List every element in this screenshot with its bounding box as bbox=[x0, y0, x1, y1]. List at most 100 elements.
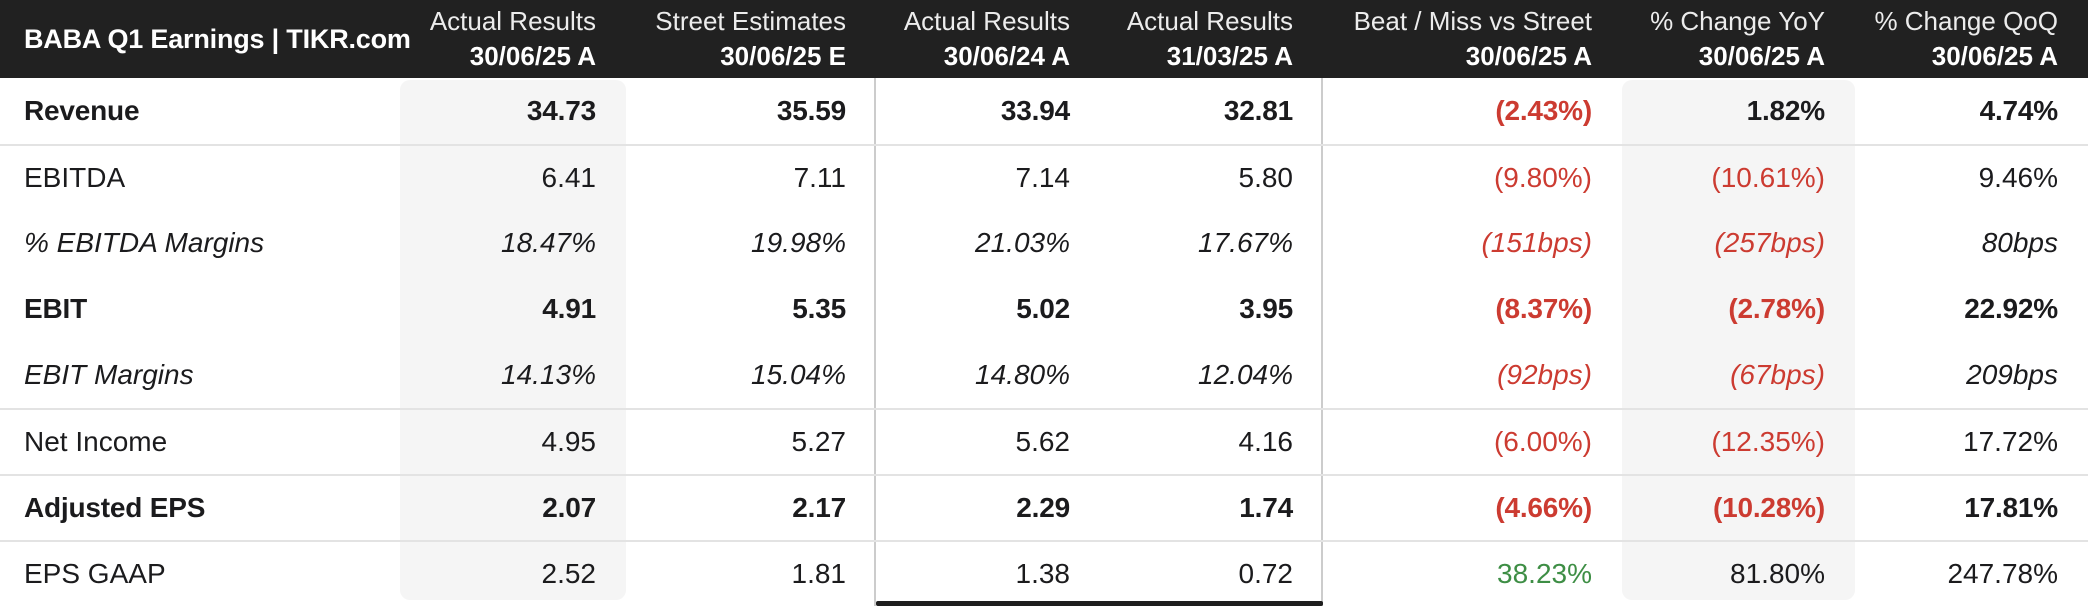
row-label: % EBITDA Margins bbox=[24, 227, 265, 258]
row-label: Adjusted EPS bbox=[24, 492, 206, 523]
header-column: Actual Results 31/03/25 A bbox=[1100, 0, 1323, 78]
value-cell: 2.17 bbox=[792, 492, 846, 523]
highlight-band-actual-results bbox=[400, 80, 626, 600]
header-column-period: 30/06/25 A bbox=[1465, 41, 1592, 71]
header-column-label: Street Estimates bbox=[655, 6, 846, 37]
header-column-label: Actual Results bbox=[1126, 6, 1293, 37]
table-rows: Revenue 34.73 35.59 33.94 32.81 (2.43%) 1.82% 4… bbox=[0, 78, 2088, 606]
value-cell: 17.81% bbox=[1964, 492, 2058, 523]
header-column: Actual Results 30/06/25 A bbox=[400, 0, 626, 78]
value-cell: 5.02 bbox=[1016, 293, 1070, 324]
value-cell: 18.47% bbox=[501, 227, 596, 258]
header-column-period: 30/06/24 A bbox=[943, 41, 1070, 71]
table-body: Revenue 34.73 35.59 33.94 32.81 (2.43%) 1.82% 4… bbox=[0, 78, 2088, 606]
value-cell: 7.14 bbox=[1015, 162, 1071, 193]
header-column: % Change QoQ 30/06/25 A bbox=[1855, 0, 2088, 78]
table-title: BABA Q1 Earnings | TIKR.com bbox=[24, 23, 411, 54]
value-cell: 4.74% bbox=[1979, 95, 2059, 126]
value-cell: 6.41 bbox=[541, 162, 597, 193]
header-column-label: % Change YoY bbox=[1650, 6, 1825, 37]
value-cell: 247.78% bbox=[1947, 558, 2058, 589]
value-cell: 3.95 bbox=[1239, 293, 1293, 324]
value-cell: 5.27 bbox=[791, 426, 847, 457]
value-cell: 14.80% bbox=[975, 359, 1070, 390]
highlight-band-change-yoy bbox=[1622, 80, 1855, 600]
value-cell: 15.04% bbox=[751, 359, 846, 390]
table-row: Revenue 34.73 35.59 33.94 32.81 (2.43%) 1.82% 4… bbox=[0, 78, 2088, 144]
value-cell: 0.72 bbox=[1238, 558, 1294, 589]
value-cell: 7.11 bbox=[793, 162, 846, 193]
value-cell: 81.80% bbox=[1730, 558, 1825, 589]
table-row: EBITDA 6.41 7.11 7.14 5.80 (9.80%) (10.61%) 9.4… bbox=[0, 144, 2088, 210]
value-cell: 4.16 bbox=[1238, 426, 1294, 457]
value-cell: 9.46% bbox=[1978, 162, 2058, 193]
value-cell: 38.23% bbox=[1497, 558, 1592, 589]
header-column: Beat / Miss vs Street 30/06/25 A bbox=[1323, 0, 1622, 78]
value-cell: (10.28%) bbox=[1712, 492, 1825, 523]
value-cell: 32.81 bbox=[1223, 95, 1293, 126]
row-label: EBIT bbox=[24, 293, 87, 324]
value-cell: 2.07 bbox=[542, 492, 596, 523]
column-divider bbox=[874, 78, 876, 606]
value-cell: 21.03% bbox=[975, 227, 1070, 258]
value-cell: (151bps) bbox=[1481, 227, 1592, 258]
value-cell: 35.59 bbox=[776, 95, 846, 126]
header-column-period: 30/06/25 A bbox=[469, 41, 596, 71]
value-cell: (9.80%) bbox=[1493, 162, 1592, 193]
value-cell: 5.62 bbox=[1015, 426, 1071, 457]
value-cell: (8.37%) bbox=[1495, 293, 1592, 324]
row-label: EPS GAAP bbox=[24, 558, 166, 589]
value-cell: (257bps) bbox=[1714, 227, 1825, 258]
value-cell: 4.91 bbox=[542, 293, 596, 324]
value-cell: (2.78%) bbox=[1728, 293, 1825, 324]
value-cell: (4.66%) bbox=[1495, 492, 1592, 523]
value-cell: 2.52 bbox=[541, 558, 597, 589]
value-cell: 1.74 bbox=[1239, 492, 1293, 523]
value-cell: 17.72% bbox=[1963, 426, 2058, 457]
header-column-label: Actual Results bbox=[903, 6, 1070, 37]
table-row: Net Income 4.95 5.27 5.62 4.16 (6.00%) (12.35%… bbox=[0, 408, 2088, 474]
header-column: Actual Results 30/06/24 A bbox=[876, 0, 1100, 78]
row-label: Net Income bbox=[24, 426, 168, 457]
value-cell: 19.98% bbox=[751, 227, 846, 258]
value-cell: 1.38 bbox=[1015, 558, 1071, 589]
value-cell: (92bps) bbox=[1497, 359, 1592, 390]
value-cell: 1.81 bbox=[791, 558, 847, 589]
table-row: EBIT 4.91 5.35 5.02 3.95 (8.37%) (2.78%) 22.92% bbox=[0, 276, 2088, 342]
value-cell: 4.95 bbox=[541, 426, 597, 457]
row-label: EBIT Margins bbox=[24, 359, 194, 390]
header-column-label: Actual Results bbox=[429, 6, 596, 37]
value-cell: 1.82% bbox=[1746, 95, 1826, 126]
value-cell: 5.80 bbox=[1238, 162, 1294, 193]
table-row: EBIT Margins 14.13% 15.04% 14.80% 12.04% (92b… bbox=[0, 342, 2088, 408]
header-column-label: % Change QoQ bbox=[1874, 6, 2058, 37]
header-column-period: 30/06/25 E bbox=[720, 41, 846, 71]
row-label: Revenue bbox=[24, 95, 140, 126]
value-cell: (2.43%) bbox=[1495, 95, 1592, 126]
value-cell: 209bps bbox=[1966, 359, 2058, 390]
value-cell: 80bps bbox=[1981, 227, 2058, 258]
value-cell: 14.13% bbox=[501, 359, 596, 390]
header-column: Street Estimates 30/06/25 E bbox=[626, 0, 876, 78]
header-column-period: 30/06/25 A bbox=[1698, 41, 1825, 71]
header-column: % Change YoY 30/06/25 A bbox=[1622, 0, 1855, 78]
value-cell: 2.29 bbox=[1016, 492, 1070, 523]
horizontal-scrollbar-thumb[interactable] bbox=[876, 601, 1323, 606]
column-divider bbox=[1321, 78, 1323, 606]
header-columns: Actual Results 30/06/25 A Street Estimates… bbox=[400, 0, 2088, 78]
value-cell: (10.61%) bbox=[1711, 162, 1825, 193]
header-column-period: 31/03/25 A bbox=[1166, 41, 1293, 71]
value-cell: 34.73 bbox=[526, 95, 596, 126]
row-label: EBITDA bbox=[24, 162, 126, 193]
table-row: % EBITDA Margins 18.47% 19.98% 21.03% 17.67%… bbox=[0, 210, 2088, 276]
value-cell: 5.35 bbox=[792, 293, 846, 324]
value-cell: 12.04% bbox=[1198, 359, 1293, 390]
table-row: Adjusted EPS 2.07 2.17 2.29 1.74 (4.66%) (10.2… bbox=[0, 474, 2088, 540]
value-cell: 22.92% bbox=[1964, 293, 2058, 324]
table-row: EPS GAAP 2.52 1.81 1.38 0.72 38.23% 81.80% 247.… bbox=[0, 540, 2088, 606]
value-cell: 17.67% bbox=[1198, 227, 1293, 258]
table-header: BABA Q1 Earnings | TIKR.com Actual Resul… bbox=[0, 0, 2088, 78]
value-cell: (12.35%) bbox=[1711, 426, 1825, 457]
value-cell: (67bps) bbox=[1730, 359, 1825, 390]
